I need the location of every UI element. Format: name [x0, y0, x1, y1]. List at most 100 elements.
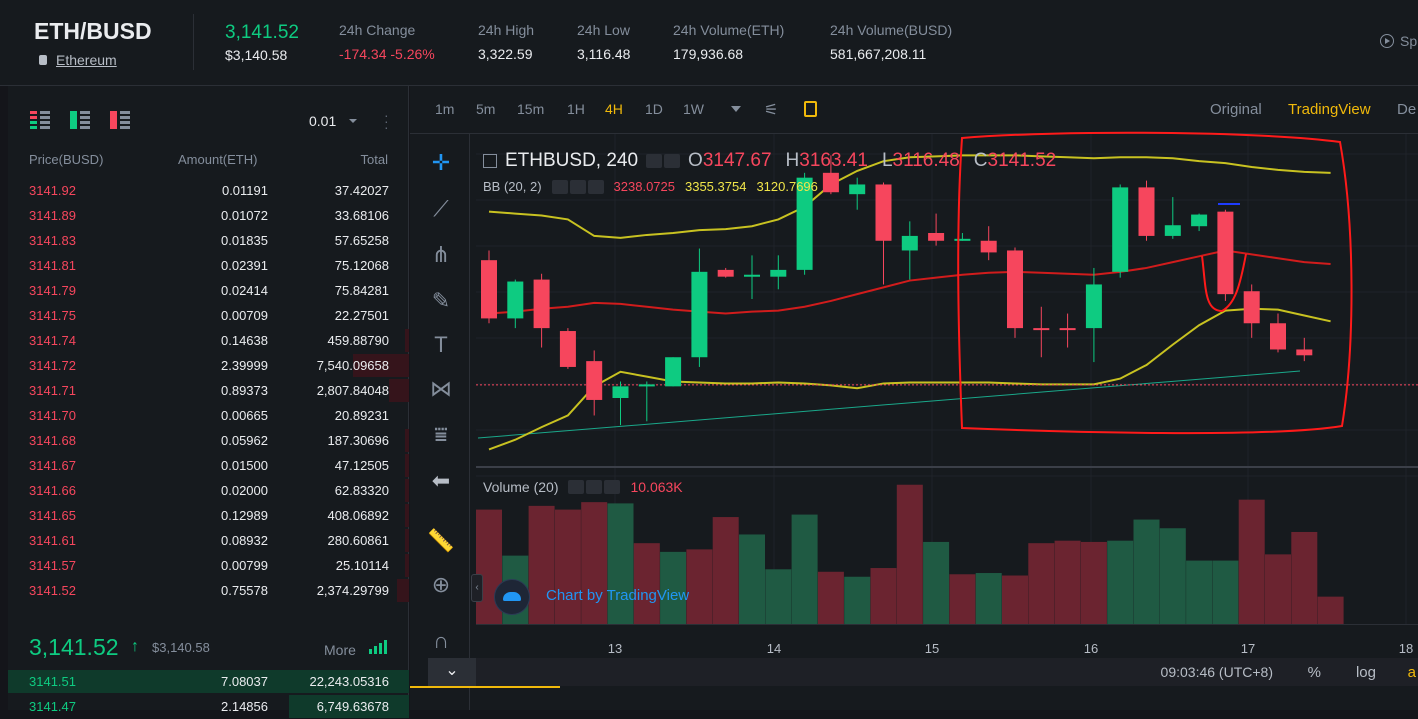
percent-toggle[interactable]: %: [1307, 664, 1321, 681]
interval-4h[interactable]: 4H: [605, 101, 623, 117]
back-arrow-icon[interactable]: ⬅: [431, 468, 451, 493]
volume-bar: [1238, 499, 1265, 624]
close-icon[interactable]: [587, 179, 604, 194]
ruler-icon[interactable]: 📏: [427, 528, 455, 553]
interval-1h[interactable]: 1H: [567, 101, 585, 117]
candle-body: [875, 184, 892, 241]
candle-body: [928, 233, 945, 241]
row-amount: 0.05962: [221, 433, 268, 448]
ask-row[interactable]: 3141.66 0.02000 62.83320: [8, 478, 409, 503]
asks-only-icon[interactable]: [110, 110, 130, 130]
ask-row[interactable]: 3141.75 0.00709 22.27501: [8, 303, 409, 328]
brush-icon[interactable]: ✎: [431, 288, 451, 313]
ask-row[interactable]: 3141.57 0.00799 25.10114: [8, 553, 409, 578]
zoom-icon[interactable]: ⊕: [431, 572, 451, 597]
bid-row[interactable]: 3141.51 7.08037 22,243.05316: [8, 669, 409, 694]
candle-body: [849, 184, 866, 195]
both-sides-icon[interactable]: [30, 110, 50, 130]
clock[interactable]: 09:03:46 (UTC+8): [1160, 664, 1273, 680]
tab-original[interactable]: Original: [1210, 101, 1262, 118]
chevron-down-icon[interactable]: ⌄: [428, 658, 476, 686]
settings-sliders-icon[interactable]: ⚟: [764, 102, 779, 119]
time-label: 13: [607, 641, 623, 656]
ask-row[interactable]: 3141.72 2.39999 7,540.09658: [8, 353, 409, 378]
row-total: 20.89231: [334, 408, 389, 423]
tab-tradingview[interactable]: TradingView: [1288, 101, 1371, 118]
volume-controls[interactable]: [568, 480, 621, 494]
eye-icon[interactable]: [646, 154, 663, 168]
coin-link[interactable]: Ethereum: [38, 52, 117, 68]
stat-label: 24h Volume(ETH): [673, 22, 785, 38]
time-axis[interactable]: 13 14 15 16 17 18: [476, 624, 1418, 658]
precision-select[interactable]: 0.01: [309, 113, 337, 129]
interval-15m[interactable]: 15m: [517, 101, 545, 117]
ask-row[interactable]: 3141.83 0.01835 57.65258: [8, 228, 409, 253]
bookmark-icon[interactable]: [804, 101, 817, 117]
pair-title[interactable]: ETH/BUSD: [34, 18, 152, 44]
candle-body: [1033, 328, 1050, 331]
ask-row[interactable]: 3141.74 0.14638 459.88790: [8, 328, 409, 353]
volume-bar: [791, 514, 818, 624]
ask-row[interactable]: 3141.70 0.00665 20.89231: [8, 403, 409, 428]
volume-bar: [633, 543, 660, 624]
fib-tool-icon[interactable]: ⋔: [431, 242, 451, 267]
eye-icon[interactable]: [568, 480, 585, 494]
interval-5m[interactable]: 5m: [476, 101, 496, 117]
gear-icon[interactable]: [586, 480, 603, 494]
ask-row[interactable]: 3141.92 0.01191 37.42027: [8, 178, 409, 203]
row-total: 187.30696: [327, 433, 389, 448]
last-price-usd: $3,140.58: [225, 47, 288, 63]
gear-icon[interactable]: [664, 154, 681, 168]
candle-body: [559, 331, 576, 367]
depth-bar: [405, 454, 409, 477]
chevron-down-icon[interactable]: [731, 106, 741, 112]
spot-tutorial-link[interactable]: Sp: [1380, 33, 1417, 49]
ask-row[interactable]: 3141.81 0.02391 75.12068: [8, 253, 409, 278]
tradingview-logo-icon[interactable]: [494, 579, 530, 615]
close-icon[interactable]: [604, 480, 621, 494]
row-amount: 0.08932: [221, 533, 268, 548]
ask-row[interactable]: 3141.61 0.08932 280.60861: [8, 528, 409, 553]
ask-row[interactable]: 3141.71 0.89373 2,807.84048: [8, 378, 409, 403]
ask-row[interactable]: 3141.52 0.75578 2,374.29799: [8, 578, 409, 603]
log-toggle[interactable]: log: [1355, 664, 1376, 681]
bid-row[interactable]: 3141.47 2.14856 6,749.63678: [8, 694, 409, 719]
collapse-legend-icon[interactable]: [483, 154, 497, 168]
row-amount: 0.00665: [221, 408, 268, 423]
tradingview-watermark[interactable]: Chart by TradingView: [546, 587, 690, 604]
candle-body: [691, 271, 708, 358]
coin-name[interactable]: Ethereum: [56, 52, 117, 68]
volume-bar: [1291, 531, 1318, 624]
chevron-down-icon[interactable]: [349, 119, 357, 123]
more-link[interactable]: More: [324, 642, 356, 658]
candle-body: [507, 281, 524, 319]
trend-line-icon[interactable]: ⟋: [433, 196, 449, 221]
magnet-icon[interactable]: ∩: [433, 628, 449, 653]
tab-depth[interactable]: De: [1397, 101, 1417, 118]
collapse-toolbar-button[interactable]: ‹: [471, 574, 483, 602]
interval-1m[interactable]: 1m: [435, 101, 455, 117]
eye-icon[interactable]: [551, 179, 568, 194]
ask-row[interactable]: 3141.89 0.01072 33.68106: [8, 203, 409, 228]
ask-row[interactable]: 3141.67 0.01500 47.12505: [8, 453, 409, 478]
interval-1d[interactable]: 1D: [645, 101, 663, 117]
price-chart-svg[interactable]: [410, 86, 1418, 710]
interval-1w[interactable]: 1W: [683, 101, 704, 117]
candle-body: [1296, 349, 1313, 356]
legend-controls[interactable]: [646, 154, 681, 168]
bids-only-icon[interactable]: [70, 110, 90, 130]
row-price: 3141.71: [29, 383, 76, 398]
pattern-tool-icon[interactable]: ⋈: [430, 376, 452, 401]
crosshair-icon[interactable]: ✛: [431, 150, 451, 175]
prediction-tool-icon[interactable]: ⩸: [434, 422, 448, 447]
ask-row[interactable]: 3141.68 0.05962 187.30696: [8, 428, 409, 453]
row-amount: 0.02414: [221, 283, 268, 298]
bb-controls[interactable]: [551, 179, 604, 194]
auto-toggle[interactable]: a: [1407, 664, 1416, 681]
text-tool-icon[interactable]: T: [434, 332, 448, 357]
more-options-icon[interactable]: · · ·: [384, 107, 389, 135]
ask-row[interactable]: 3141.65 0.12989 408.06892: [8, 503, 409, 528]
row-total: 22,243.05316: [309, 674, 389, 689]
ask-row[interactable]: 3141.79 0.02414 75.84281: [8, 278, 409, 303]
gear-icon[interactable]: [569, 179, 586, 194]
